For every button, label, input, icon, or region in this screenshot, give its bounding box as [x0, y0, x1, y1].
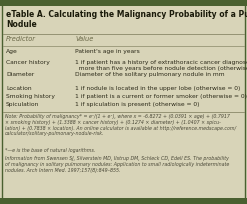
Text: Patient's age in years: Patient's age in years — [75, 49, 140, 54]
Text: Spiculation: Spiculation — [6, 102, 39, 107]
Text: Value: Value — [75, 36, 94, 42]
Text: Diameter: Diameter — [6, 72, 34, 77]
Text: Age: Age — [6, 49, 18, 54]
Text: Smoking history: Smoking history — [6, 94, 55, 99]
Text: Location: Location — [6, 86, 32, 91]
Text: Predictor: Predictor — [6, 36, 36, 42]
Text: Cancer history: Cancer history — [6, 60, 50, 65]
Text: 1 if patient has a history of extrathoracic cancer diagnosed
  more than five ye: 1 if patient has a history of extrathora… — [75, 60, 247, 71]
Text: Note: Probability of malignancy* = eˣ/(1 + eˣ), where x = -6.8272 + (0.0391 × ag: Note: Probability of malignancy* = eˣ/(1… — [5, 114, 236, 136]
Bar — [0, 0, 247, 6]
Text: 1 if patient is a current or former smoker (otherwise = 0): 1 if patient is a current or former smok… — [75, 94, 247, 99]
Text: Information from Swensen SJ, Silverstein MD, Ilstrup DM, Schleck CD, Edell ES. T: Information from Swensen SJ, Silverstein… — [5, 156, 229, 173]
Text: 1 if spiculation is present (otherwise = 0): 1 if spiculation is present (otherwise =… — [75, 102, 200, 107]
Text: Diameter of the solitary pulmonary nodule in mm: Diameter of the solitary pulmonary nodul… — [75, 72, 225, 77]
Text: *—e is the base of natural logarithms.: *—e is the base of natural logarithms. — [5, 148, 95, 153]
Bar — [0, 198, 247, 204]
Text: eTable A. Calculating the Malignancy Probability of a Pulmonary
Nodule: eTable A. Calculating the Malignancy Pro… — [6, 10, 247, 29]
Text: 1 if nodule is located in the upper lobe (otherwise = 0): 1 if nodule is located in the upper lobe… — [75, 86, 241, 91]
